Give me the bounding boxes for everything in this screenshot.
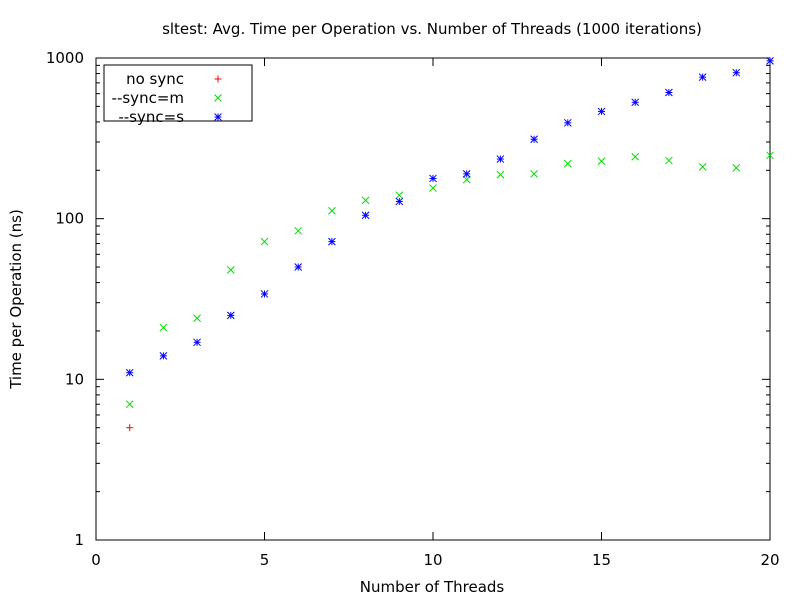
data-point-series-2 <box>260 237 269 246</box>
data-point-series-3 <box>294 263 303 271</box>
data-point-series-2 <box>294 226 303 235</box>
data-point-series-2 <box>429 184 437 192</box>
data-point-series-3 <box>496 155 505 163</box>
data-point-series-3 <box>597 107 606 116</box>
legend-label: no sync <box>126 70 184 88</box>
x-tick-label: 15 <box>592 551 611 569</box>
y-tick-label: 10 <box>65 370 84 388</box>
plot-area <box>95 57 771 541</box>
y-tick-label: 100 <box>55 210 84 228</box>
data-point-series-3 <box>563 118 572 127</box>
data-point-series-1 <box>126 424 134 432</box>
data-point-series-3 <box>530 135 538 144</box>
data-point-series-2 <box>193 314 201 323</box>
data-points <box>125 56 774 432</box>
data-point-series-2 <box>530 170 538 178</box>
data-point-series-2 <box>698 163 707 171</box>
data-point-series-3 <box>395 197 404 206</box>
data-point-series-3 <box>665 88 673 97</box>
legend-label: --sync=s <box>118 108 184 126</box>
data-point-series-2 <box>159 323 168 332</box>
data-point-series-2 <box>732 164 741 172</box>
data-point-series-3 <box>361 211 370 220</box>
data-point-series-2 <box>462 175 471 184</box>
data-point-series-2 <box>631 152 640 161</box>
legend-box <box>103 64 253 122</box>
data-point-series-2 <box>395 191 404 200</box>
data-point-series-3 <box>328 237 336 246</box>
data-point-series-3 <box>193 338 201 347</box>
y-axis: 1 10 100 1000 <box>46 49 770 549</box>
data-point-series-2 <box>597 157 606 166</box>
x-tick-label: 5 <box>260 551 270 569</box>
chart-title: sltest: Avg. Time per Operation vs. Numb… <box>162 20 702 38</box>
x-axis: 0 5 10 15 20 <box>91 58 780 569</box>
data-point-series-2 <box>328 206 336 215</box>
data-point-series-3 <box>732 68 741 77</box>
legend-marker <box>214 75 222 83</box>
data-point-series-3 <box>159 352 168 360</box>
data-point-series-2 <box>665 156 673 165</box>
data-point-series-3 <box>631 98 640 107</box>
data-point-series-3 <box>766 56 774 65</box>
data-point-series-3 <box>462 170 471 178</box>
x-tick-label: 20 <box>760 551 779 569</box>
data-point-series-3 <box>226 311 235 320</box>
x-axis-label: Number of Threads <box>360 578 505 596</box>
plot-border <box>95 57 771 541</box>
legend-label: --sync=m <box>112 89 184 107</box>
data-point-series-2 <box>125 400 134 409</box>
data-point-series-2 <box>226 266 235 274</box>
legend-marker <box>214 113 222 121</box>
legend-marker <box>214 94 222 102</box>
x-tick-label: 10 <box>423 551 442 569</box>
data-point-series-3 <box>429 174 437 183</box>
data-point-series-2 <box>563 159 572 168</box>
legend: no sync--sync=m--sync=s <box>103 64 253 126</box>
data-point-series-3 <box>260 290 269 298</box>
data-point-series-2 <box>766 151 774 160</box>
y-tick-label: 1000 <box>46 49 84 67</box>
data-point-series-3 <box>698 73 707 82</box>
y-tick-label: 1 <box>74 531 84 549</box>
data-point-series-2 <box>361 196 370 205</box>
x-tick-label: 0 <box>91 551 101 569</box>
data-point-series-2 <box>496 170 505 179</box>
y-axis-label: Time per Operation (ns) <box>7 209 25 390</box>
data-point-series-3 <box>125 368 134 377</box>
